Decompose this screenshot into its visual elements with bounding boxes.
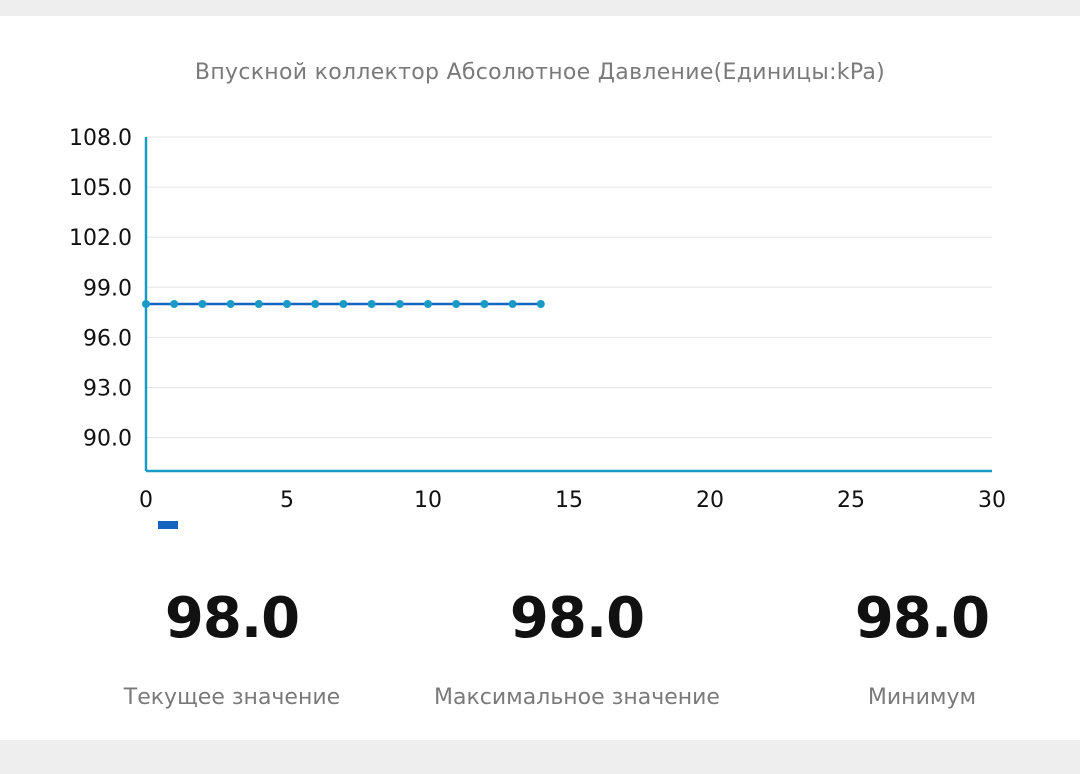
data-point [283, 300, 291, 308]
data-point [226, 300, 235, 308]
data-point [170, 300, 179, 308]
y-tick-label: 102.0 [69, 226, 132, 251]
max-value: 98.0 [509, 586, 645, 651]
data-point [536, 300, 545, 308]
x-tick-label: 5 [280, 488, 294, 513]
stat-min: 98.0 Минимум [752, 586, 1080, 710]
stat-current: 98.0 Текущее значение [62, 586, 402, 710]
data-point [452, 300, 461, 308]
stat-max: 98.0 Максимальное значение [407, 586, 747, 710]
data-point [395, 300, 404, 308]
data-point [480, 300, 489, 308]
x-tick-labels: 0 5 10 15 20 25 30 [139, 488, 1006, 513]
x-tick-label: 20 [696, 488, 724, 513]
chart-card: Впускной коллектор Абсолютное Давление(Е… [0, 16, 1080, 740]
y-tick-labels: 108.0 105.0 102.0 99.0 96.0 93.0 90.0 [69, 126, 132, 452]
y-tick-label: 96.0 [83, 326, 132, 351]
data-point [508, 300, 517, 308]
max-label: Максимальное значение [434, 685, 720, 710]
data-point [367, 300, 376, 308]
data-point [424, 300, 432, 308]
x-tick-label: 15 [555, 488, 583, 513]
data-point [142, 300, 150, 308]
line-chart: 108.0 105.0 102.0 99.0 96.0 93.0 90.0 0 5 10 15 20… [69, 126, 1006, 529]
current-value: 98.0 [164, 586, 300, 651]
min-value: 98.0 [854, 586, 990, 651]
min-label: Минимум [867, 685, 977, 710]
series-line [142, 300, 545, 308]
y-tick-label: 90.0 [83, 427, 132, 452]
x-tick-label: 10 [414, 488, 442, 513]
y-tick-label: 108.0 [69, 126, 132, 151]
data-point [254, 300, 263, 308]
y-tick-label: 99.0 [83, 276, 132, 301]
chart-title: Впускной коллектор Абсолютное Давление(Е… [194, 60, 886, 85]
legend-swatch [158, 521, 178, 529]
data-point [198, 300, 207, 308]
legend [158, 521, 178, 529]
x-tick-label: 25 [837, 488, 865, 513]
data-point [339, 300, 348, 308]
y-tick-label: 105.0 [69, 176, 132, 201]
y-tick-label: 93.0 [83, 377, 132, 402]
x-tick-label: 0 [139, 488, 153, 513]
data-point [311, 300, 320, 308]
grid-lines [146, 136, 992, 439]
current-label: Текущее значение [123, 685, 341, 710]
x-tick-label: 30 [978, 488, 1006, 513]
